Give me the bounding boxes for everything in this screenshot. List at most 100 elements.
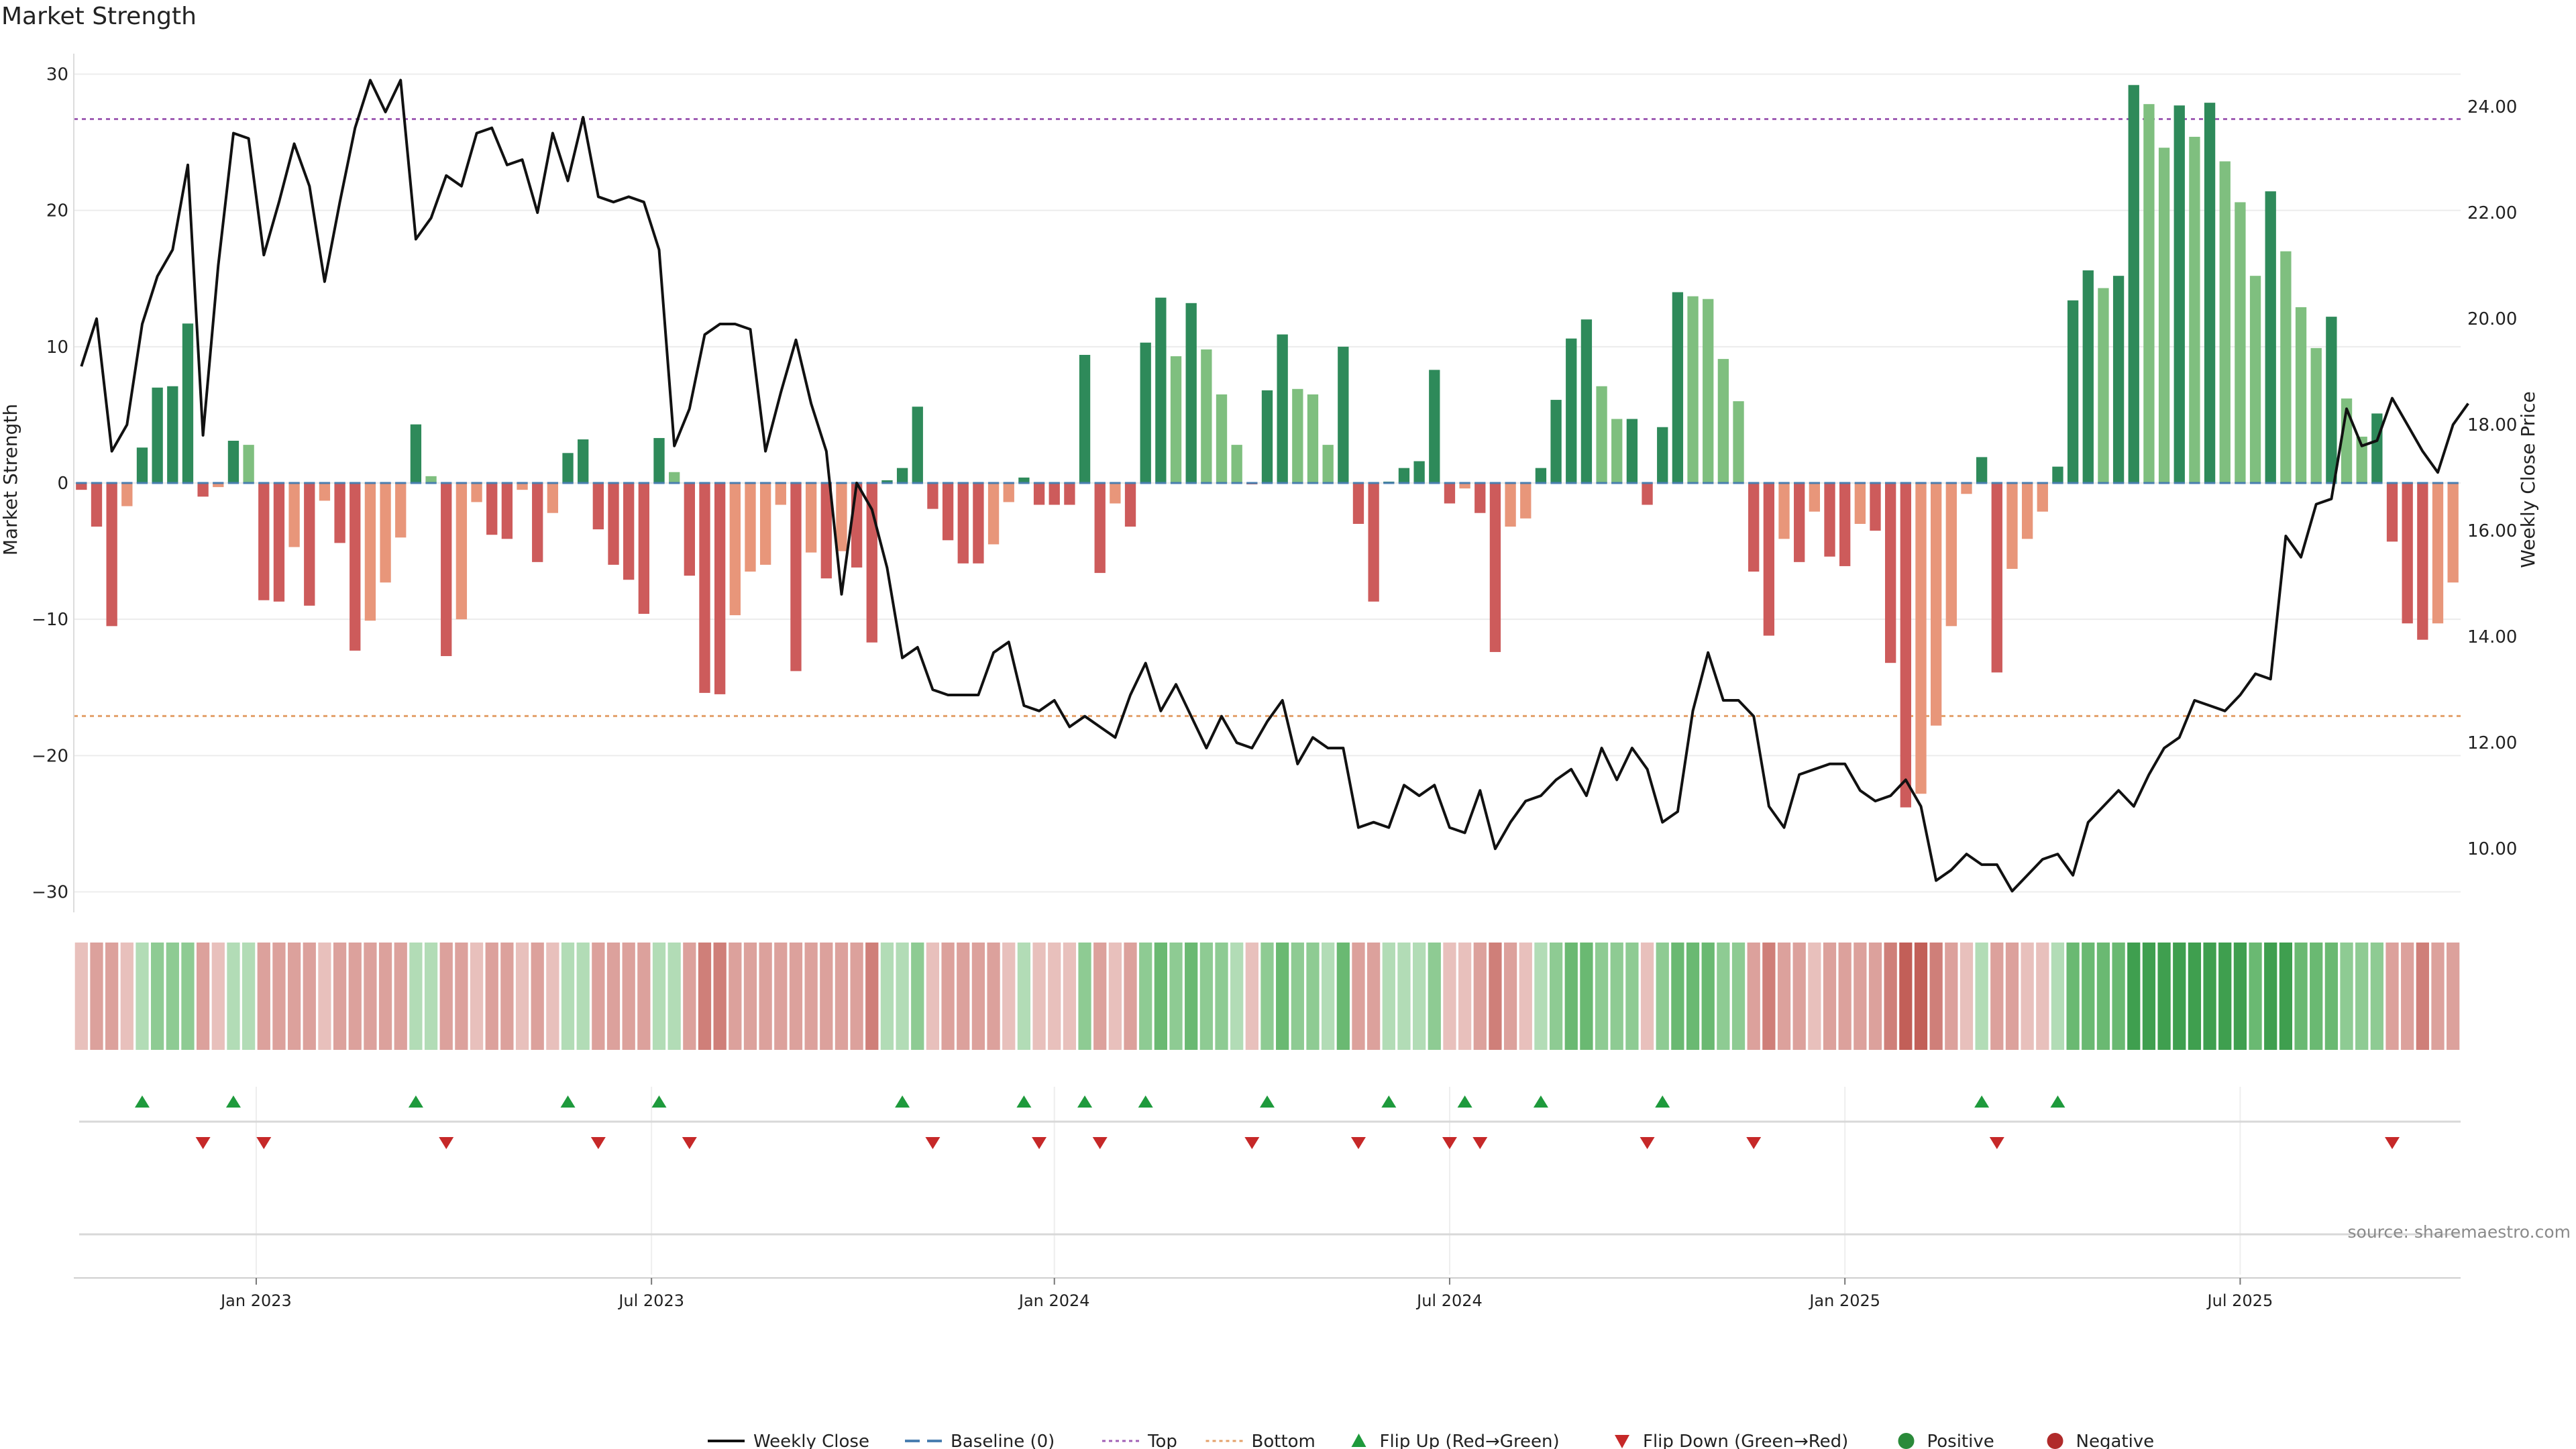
legend-label: Weekly Close bbox=[753, 1432, 869, 1449]
heat-cell bbox=[1428, 943, 1441, 1050]
strength-bar bbox=[1961, 483, 1972, 494]
heat-cell bbox=[1108, 943, 1122, 1050]
strength-bar bbox=[1292, 388, 1303, 483]
legend-label: Negative bbox=[2076, 1432, 2155, 1449]
heat-cell bbox=[1717, 943, 1730, 1050]
strength-bar bbox=[76, 483, 87, 490]
strength-bar bbox=[182, 323, 194, 483]
heat-cell bbox=[2157, 943, 2171, 1050]
strength-bar bbox=[942, 483, 954, 541]
strength-bar bbox=[1717, 359, 1729, 483]
strength-bar bbox=[334, 483, 345, 543]
heat-cell bbox=[1929, 943, 1943, 1050]
heat-cell bbox=[1473, 943, 1487, 1050]
strength-bar bbox=[2052, 466, 2063, 483]
strength-bar bbox=[2143, 104, 2155, 483]
strength-bar bbox=[1413, 461, 1425, 483]
heat-cell bbox=[151, 943, 164, 1050]
strength-bar bbox=[121, 483, 133, 506]
heat-cell bbox=[957, 943, 970, 1050]
heat-cell bbox=[1199, 943, 1213, 1050]
heat-cell bbox=[850, 943, 863, 1050]
strength-bar bbox=[1185, 303, 1197, 483]
heat-cell bbox=[606, 943, 621, 1050]
heat-cell bbox=[1854, 943, 1867, 1050]
heat-cell bbox=[2036, 943, 2049, 1050]
heat-cell bbox=[880, 943, 894, 1050]
strength-bar bbox=[836, 483, 847, 551]
heat-cell bbox=[1610, 943, 1623, 1050]
legend-swatch-circle bbox=[1898, 1433, 1915, 1449]
strength-bar bbox=[471, 483, 482, 502]
y-axis-label-right: Weekly Close Price bbox=[2517, 391, 2539, 568]
strength-bar bbox=[1657, 427, 1668, 483]
heat-cell bbox=[1656, 943, 1669, 1050]
heat-cell bbox=[1534, 943, 1548, 1050]
strength-bar bbox=[1520, 483, 1532, 519]
strength-bar bbox=[1687, 296, 1699, 483]
y-tick-label: 30 bbox=[46, 64, 68, 85]
strength-bar bbox=[1033, 483, 1045, 505]
flip-down-marker bbox=[1032, 1137, 1047, 1149]
legend-label: Flip Down (Green→Red) bbox=[1643, 1432, 1848, 1449]
strength-bar bbox=[2158, 148, 2170, 483]
heat-cell bbox=[667, 943, 681, 1050]
heat-cell bbox=[2051, 943, 2065, 1050]
strength-bar bbox=[532, 483, 543, 562]
strength-bar bbox=[517, 483, 528, 490]
heat-cell bbox=[2324, 943, 2339, 1050]
strength-bar bbox=[2265, 191, 2276, 483]
strength-bar bbox=[1870, 483, 1881, 531]
heat-cell bbox=[1154, 943, 1167, 1050]
heat-cell bbox=[364, 943, 377, 1050]
strength-bar bbox=[1368, 483, 1379, 602]
heat-cell bbox=[1002, 943, 1016, 1050]
strength-bar bbox=[1991, 483, 2002, 673]
heat-cell bbox=[926, 943, 940, 1050]
strength-bar bbox=[1444, 483, 1456, 504]
heat-cell bbox=[1549, 943, 1563, 1050]
strength-bar bbox=[1535, 468, 1547, 483]
strength-bar bbox=[1703, 299, 1714, 483]
heat-cell bbox=[1063, 943, 1077, 1050]
strength-bar bbox=[2098, 288, 2109, 483]
heat-cell bbox=[470, 943, 484, 1050]
heat-cell bbox=[1397, 943, 1411, 1050]
heat-cell bbox=[105, 943, 119, 1050]
strength-bar bbox=[1505, 483, 1516, 527]
flip-up-marker bbox=[1260, 1095, 1275, 1108]
flip-down-marker bbox=[925, 1137, 941, 1149]
heat-cell bbox=[759, 943, 772, 1050]
flip-up-marker bbox=[560, 1095, 576, 1108]
heat-cell bbox=[1884, 943, 1897, 1050]
heat-cell bbox=[2096, 943, 2110, 1050]
strength-bar bbox=[562, 453, 574, 483]
strength-bar bbox=[304, 483, 315, 606]
flip-up-marker bbox=[408, 1095, 423, 1108]
legend-item: Baseline (0) bbox=[905, 1432, 1055, 1449]
strength-bar bbox=[2037, 483, 2048, 512]
strength-bar bbox=[669, 472, 680, 483]
heat-cell bbox=[2142, 943, 2156, 1050]
heat-cell bbox=[1291, 943, 1304, 1050]
flip-down-marker bbox=[1746, 1137, 1762, 1149]
heat-cell bbox=[2340, 943, 2353, 1050]
legend-swatch-triangle-down bbox=[1615, 1435, 1629, 1448]
strength-bar bbox=[1809, 483, 1821, 512]
heat-cell bbox=[1260, 943, 1274, 1050]
x-tick-label: Jul 2023 bbox=[617, 1291, 684, 1310]
flip-up-marker bbox=[895, 1095, 910, 1108]
strength-bar bbox=[1352, 483, 1364, 524]
strength-bar bbox=[410, 424, 422, 483]
y2-tick-label: 12.00 bbox=[2467, 733, 2517, 753]
heat-cell bbox=[2066, 943, 2080, 1050]
strength-bar bbox=[2447, 483, 2459, 583]
flip-down-marker bbox=[1092, 1137, 1108, 1149]
strength-bar bbox=[2356, 436, 2367, 483]
heat-cell bbox=[227, 943, 240, 1050]
strength-bar bbox=[319, 483, 331, 501]
heat-cell bbox=[1230, 943, 1244, 1050]
strength-bar bbox=[1079, 355, 1091, 483]
heat-cell bbox=[257, 943, 270, 1050]
strength-bar bbox=[1748, 483, 1760, 572]
